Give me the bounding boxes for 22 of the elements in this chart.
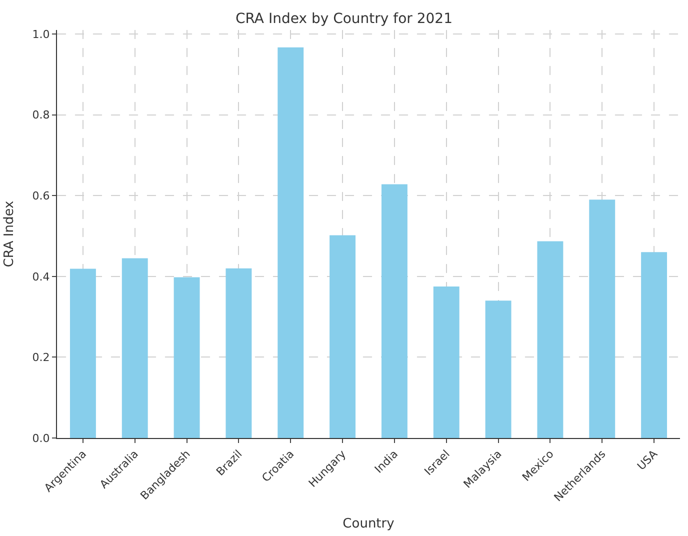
bar xyxy=(485,300,512,438)
bar xyxy=(278,47,304,438)
x-axis-title: Country xyxy=(342,516,395,532)
y-tick-label: 0.0 xyxy=(32,432,50,445)
bar xyxy=(174,277,200,438)
bar xyxy=(537,241,564,438)
bar xyxy=(122,258,148,438)
y-tick-label: 0.4 xyxy=(32,270,50,284)
bar xyxy=(70,268,96,438)
bar xyxy=(381,184,408,438)
chart-title: CRA Index by Country for 2021 xyxy=(236,11,452,28)
bar xyxy=(589,200,616,438)
bar xyxy=(330,235,356,438)
bar xyxy=(641,252,668,438)
y-tick-label: 0.2 xyxy=(32,351,50,364)
y-tick-label: 0.8 xyxy=(32,108,50,122)
bar xyxy=(433,286,460,438)
bar xyxy=(226,268,252,438)
y-axis-title: CRA Index xyxy=(2,200,18,268)
y-tick-label: 0.6 xyxy=(32,189,50,202)
y-tick-label: 1.0 xyxy=(32,28,50,41)
x-tick-label: USA xyxy=(634,447,660,473)
